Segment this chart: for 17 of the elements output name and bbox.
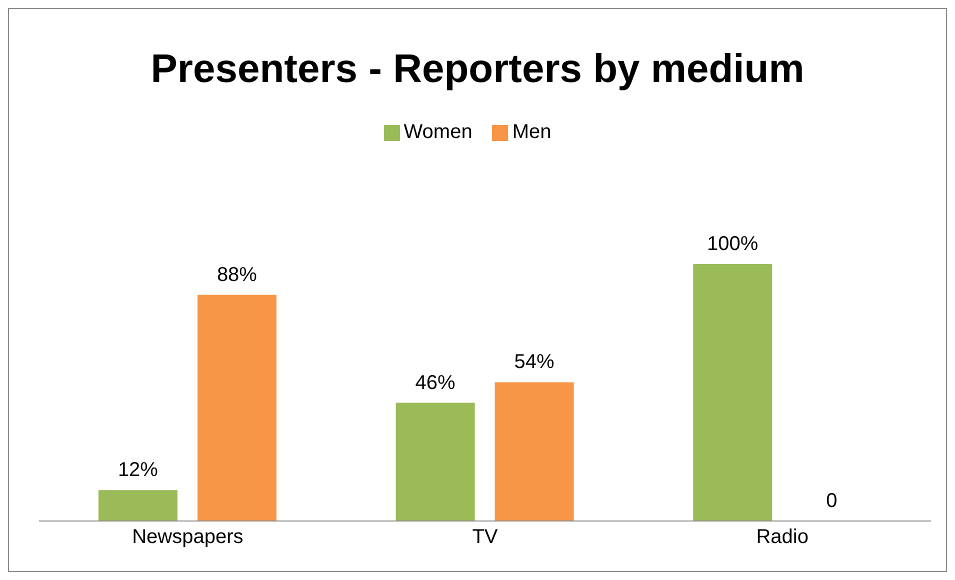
data-label: 88% <box>216 264 258 286</box>
bar <box>98 490 178 521</box>
x-tick-label: Newspapers <box>132 526 244 548</box>
bar <box>494 382 574 521</box>
data-label: 100% <box>707 233 758 255</box>
bar <box>197 294 276 521</box>
legend-label: Men <box>512 121 552 143</box>
x-tick-label: TV <box>472 526 498 548</box>
data-label: 0 <box>826 490 838 512</box>
data-label: 12% <box>118 459 158 482</box>
data-label: 46% <box>415 372 456 394</box>
bar <box>693 264 772 521</box>
legend-label: Women <box>404 121 472 143</box>
chart-title: Presenters - Reporters by medium <box>150 47 806 92</box>
bar <box>396 402 475 521</box>
x-tick-label: Radio <box>756 526 808 548</box>
data-label: 54% <box>514 351 555 374</box>
